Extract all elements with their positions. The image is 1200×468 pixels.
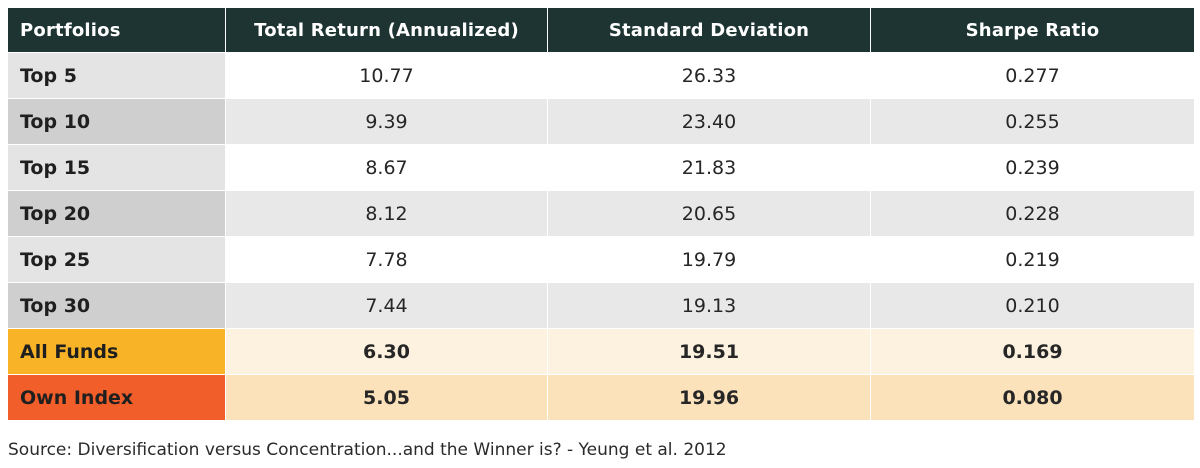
- table-header-row: Portfolios Total Return (Annualized) Sta…: [8, 8, 1194, 52]
- standard-deviation-cell: 23.40: [548, 98, 871, 144]
- table-row: Top 20 8.12 20.65 0.228: [8, 190, 1194, 236]
- total-return-cell: 6.30: [226, 328, 548, 374]
- table-row: Top 25 7.78 19.79 0.219: [8, 236, 1194, 282]
- table-row: Top 15 8.67 21.83 0.239: [8, 144, 1194, 190]
- standard-deviation-cell: 19.51: [548, 328, 871, 374]
- standard-deviation-cell: 21.83: [548, 144, 871, 190]
- standard-deviation-cell: 19.79: [548, 236, 871, 282]
- total-return-cell: 7.78: [226, 236, 548, 282]
- total-return-cell: 9.39: [226, 98, 548, 144]
- header-total-return: Total Return (Annualized): [226, 8, 548, 52]
- header-portfolios: Portfolios: [8, 8, 226, 52]
- row-label: Top 20: [8, 190, 226, 236]
- standard-deviation-cell: 19.13: [548, 282, 871, 328]
- sharpe-ratio-cell: 0.169: [871, 328, 1194, 374]
- table-row: Top 5 10.77 26.33 0.277: [8, 52, 1194, 98]
- sharpe-ratio-cell: 0.228: [871, 190, 1194, 236]
- total-return-cell: 7.44: [226, 282, 548, 328]
- row-label: Top 30: [8, 282, 226, 328]
- total-return-cell: 8.67: [226, 144, 548, 190]
- table-row-all-funds: All Funds 6.30 19.51 0.169: [8, 328, 1194, 374]
- portfolio-comparison-table: Portfolios Total Return (Annualized) Sta…: [8, 8, 1194, 420]
- sharpe-ratio-cell: 0.255: [871, 98, 1194, 144]
- sharpe-ratio-cell: 0.277: [871, 52, 1194, 98]
- row-label: Own Index: [8, 374, 226, 420]
- row-label: Top 5: [8, 52, 226, 98]
- row-label: Top 10: [8, 98, 226, 144]
- row-label: Top 15: [8, 144, 226, 190]
- portfolio-table-container: Portfolios Total Return (Annualized) Sta…: [8, 8, 1194, 420]
- standard-deviation-cell: 26.33: [548, 52, 871, 98]
- row-label: All Funds: [8, 328, 226, 374]
- standard-deviation-cell: 19.96: [548, 374, 871, 420]
- sharpe-ratio-cell: 0.210: [871, 282, 1194, 328]
- total-return-cell: 5.05: [226, 374, 548, 420]
- sharpe-ratio-cell: 0.239: [871, 144, 1194, 190]
- sharpe-ratio-cell: 0.219: [871, 236, 1194, 282]
- standard-deviation-cell: 20.65: [548, 190, 871, 236]
- row-label: Top 25: [8, 236, 226, 282]
- header-standard-deviation: Standard Deviation: [548, 8, 871, 52]
- table-row: Top 10 9.39 23.40 0.255: [8, 98, 1194, 144]
- source-caption: Source: Diversification versus Concentra…: [8, 440, 727, 460]
- header-sharpe-ratio: Sharpe Ratio: [871, 8, 1194, 52]
- table-row: Top 30 7.44 19.13 0.210: [8, 282, 1194, 328]
- sharpe-ratio-cell: 0.080: [871, 374, 1194, 420]
- total-return-cell: 10.77: [226, 52, 548, 98]
- table-row-own-index: Own Index 5.05 19.96 0.080: [8, 374, 1194, 420]
- total-return-cell: 8.12: [226, 190, 548, 236]
